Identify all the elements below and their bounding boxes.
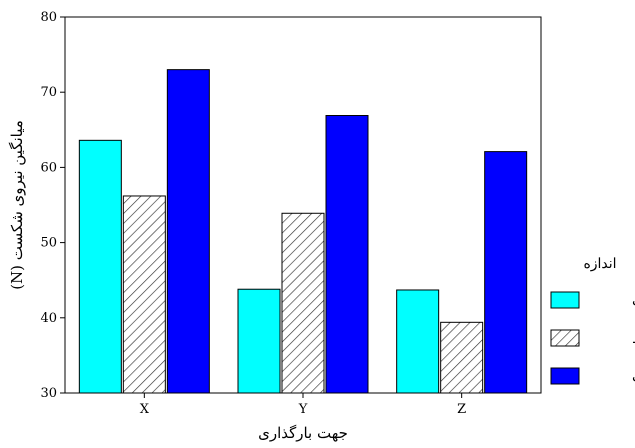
- legend-swatch: [550, 367, 580, 385]
- bar-x-1: [78, 139, 122, 394]
- y-tick-label: 30: [40, 386, 57, 401]
- y-axis: 30 40 50 60 70 80: [40, 10, 65, 401]
- x-tick-label: X: [140, 402, 150, 417]
- y-tick-label: 80: [40, 10, 57, 25]
- legend-label: متوسط: [632, 331, 635, 347]
- bar-y-3: [325, 115, 369, 394]
- bar-x-3: [166, 69, 210, 394]
- y-tick-label: 60: [40, 160, 57, 175]
- x-tick-label: Z: [457, 402, 466, 417]
- x-tick-label: Y: [298, 402, 308, 417]
- legend-label: بزرگ: [632, 368, 635, 385]
- bar-x-2: [122, 195, 166, 394]
- legend-swatch: [550, 329, 580, 347]
- legend-title: اندازه: [583, 256, 616, 272]
- y-tick-label: 70: [40, 85, 57, 100]
- x-axis-title: جهت بارگذاری: [258, 424, 348, 442]
- bar-y-2: [281, 212, 325, 394]
- y-tick-label: 50: [40, 236, 57, 251]
- bar-z-2: [440, 321, 484, 394]
- bar-z-3: [484, 151, 528, 394]
- legend-swatch: [550, 291, 580, 309]
- x-axis: X Y Z: [140, 393, 466, 417]
- legend: اندازه کوچک متوسط بزرگ: [550, 256, 635, 385]
- y-axis-title: میانگین نیروی شکست (N): [8, 120, 26, 290]
- y-tick-label: 40: [40, 311, 57, 326]
- bar-z-1: [396, 289, 440, 394]
- legend-label: کوچک: [632, 293, 635, 309]
- bar-y-1: [237, 288, 281, 394]
- bars-group: [78, 69, 528, 394]
